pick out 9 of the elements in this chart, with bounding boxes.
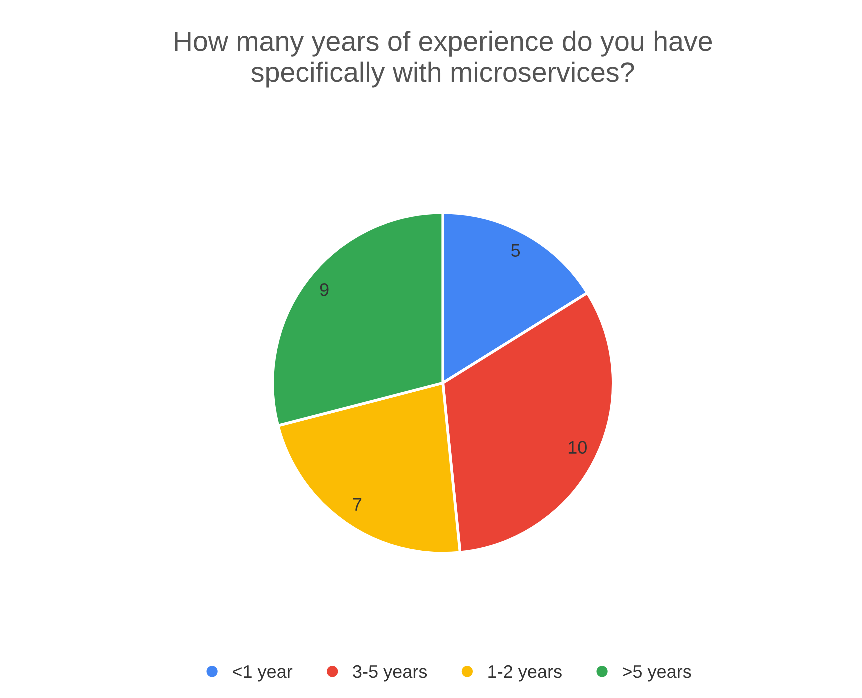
data-label: 10 <box>568 441 587 454</box>
data-label: 9 <box>320 284 329 296</box>
legend-label: 3-5 years <box>353 665 428 682</box>
data-label: 5 <box>512 244 520 258</box>
chart-title: How many years of experience do you have specifically with microservices? <box>175 30 712 88</box>
legend-label: <1 year <box>233 666 293 682</box>
legend-label: >5 years <box>623 666 692 682</box>
data-label: 7 <box>353 498 362 511</box>
legend-label: 1-2 years <box>488 665 562 682</box>
